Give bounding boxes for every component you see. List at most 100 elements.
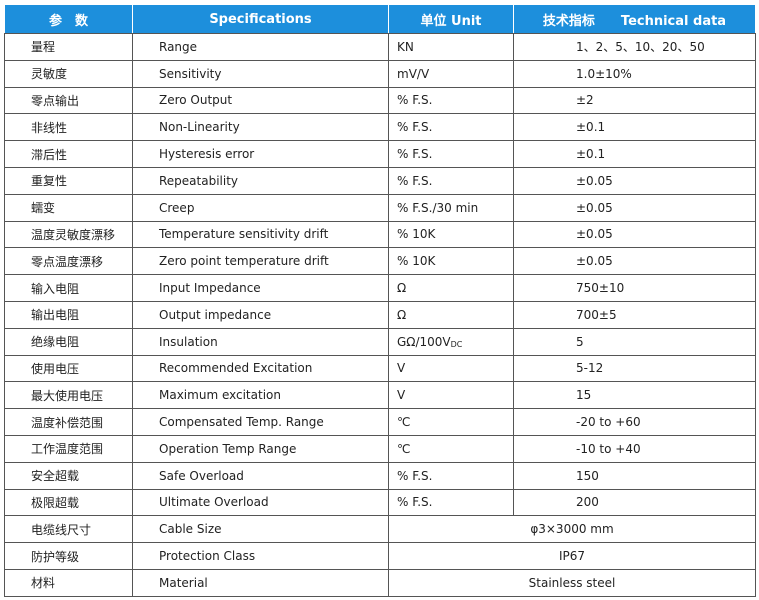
- value-cell: ±2: [513, 86, 756, 115]
- unit-text: KN: [397, 39, 414, 54]
- unit-text: % F.S.: [397, 173, 433, 188]
- spec-cell: Ultimate Overload: [132, 488, 389, 517]
- param-cell: 电缆线尺寸: [4, 515, 133, 544]
- unit-text: % 10K: [397, 227, 436, 242]
- value-cell: ±0.05: [513, 220, 756, 249]
- spec-cell: Range: [132, 33, 389, 61]
- unit-text: Ω: [397, 307, 407, 322]
- header-row: 参 数 Specifications 单位 Unit 技术指标 Technica…: [4, 4, 756, 34]
- spec-cell: Creep: [132, 193, 389, 222]
- param-cell: 极限超载: [4, 488, 133, 517]
- unit-text: % F.S.: [397, 495, 433, 510]
- value-cell: φ3×3000 mm: [388, 515, 756, 544]
- row: 温度补偿范围 Compensated Temp. Range ℃ -20 to +60: [4, 408, 756, 436]
- param-cell: 温度灵敏度漂移: [4, 220, 133, 249]
- unit-text: % F.S./30 min: [397, 200, 479, 215]
- param-cell: 滞后性: [4, 140, 133, 168]
- unit-text: Ω: [397, 281, 407, 296]
- row: 蠕变 Creep % F.S./30 min ±0.05: [4, 193, 756, 222]
- value-cell: ±0.1: [513, 113, 756, 142]
- unit-cell: V: [388, 354, 514, 383]
- unit-cell: V: [388, 381, 514, 410]
- spec-cell: Zero point temperature drift: [132, 247, 389, 276]
- row: 电缆线尺寸 Cable Size φ3×3000 mm: [4, 515, 756, 544]
- unit-text: % F.S.: [397, 468, 433, 483]
- unit-text: % 10K: [397, 254, 436, 269]
- param-cell: 输入电阻: [4, 274, 133, 302]
- param-cell: 安全超载: [4, 461, 133, 490]
- unit-cell: % F.S.: [388, 86, 514, 115]
- unit-text: % F.S.: [397, 147, 433, 162]
- row: 工作温度范围 Operation Temp Range ℃ -10 to +40: [4, 434, 756, 463]
- value-cell: ±0.05: [513, 166, 756, 195]
- unit-text: V: [397, 388, 406, 403]
- row: 零点温度漂移 Zero point temperature drift % 10K ±…: [4, 247, 756, 276]
- param-cell: 灵敏度: [4, 59, 133, 88]
- value-cell: 1、2、5、10、20、50: [513, 33, 756, 61]
- row: 输出电阻 Output impedance Ω 700±5: [4, 300, 756, 329]
- unit-text: mV/V: [397, 66, 430, 81]
- spec-cell: Repeatability: [132, 166, 389, 195]
- unit-cell: % F.S.: [388, 461, 514, 490]
- param-cell: 绝缘电阻: [4, 327, 133, 356]
- value-cell: 5: [513, 327, 756, 356]
- spec-cell: Temperature sensitivity drift: [132, 220, 389, 249]
- row: 绝缘电阻 Insulation GΩ/100VDC 5: [4, 327, 756, 356]
- row: 量程 Range KN 1、2、5、10、20、50: [4, 33, 756, 61]
- value-cell: -10 to +40: [513, 434, 756, 463]
- row: 温度灵敏度漂移 Temperature sensitivity drift % 10…: [4, 220, 756, 249]
- unit-cell: % F.S./30 min: [388, 193, 514, 222]
- value-cell: IP67: [388, 542, 756, 570]
- unit-cell: Ω: [388, 274, 514, 302]
- spec-cell: Safe Overload: [132, 461, 389, 490]
- spec-cell: Cable Size: [132, 515, 389, 544]
- param-cell: 零点温度漂移: [4, 247, 133, 276]
- spec-cell: Hysteresis error: [132, 140, 389, 168]
- value-cell: 200: [513, 488, 756, 517]
- unit-cell: % F.S.: [388, 140, 514, 168]
- value-cell: ±0.05: [513, 247, 756, 276]
- row: 材料 Material Stainless steel: [4, 568, 756, 597]
- unit-cell: % F.S.: [388, 488, 514, 517]
- unit-cell: % F.S.: [388, 113, 514, 142]
- spec-cell: Output impedance: [132, 300, 389, 329]
- param-cell: 防护等级: [4, 542, 133, 570]
- unit-cell: % F.S.: [388, 166, 514, 195]
- row: 输入电阻 Input Impedance Ω 750±10: [4, 274, 756, 302]
- param-cell: 最大使用电压: [4, 381, 133, 410]
- row: 极限超载 Ultimate Overload % F.S. 200: [4, 488, 756, 517]
- spec-cell: Compensated Temp. Range: [132, 408, 389, 436]
- unit-cell: % 10K: [388, 220, 514, 249]
- spec-cell: Sensitivity: [132, 59, 389, 88]
- value-cell: Stainless steel: [388, 568, 756, 597]
- row: 安全超载 Safe Overload % F.S. 150: [4, 461, 756, 490]
- spec-cell: Protection Class: [132, 542, 389, 570]
- param-cell: 材料: [4, 568, 133, 597]
- unit-cell: mV/V: [388, 59, 514, 88]
- row: 非线性 Non-Linearity % F.S. ±0.1: [4, 113, 756, 142]
- unit-text: % F.S.: [397, 93, 433, 108]
- spec-cell: Non-Linearity: [132, 113, 389, 142]
- unit-cell: Ω: [388, 300, 514, 329]
- param-cell: 使用电压: [4, 354, 133, 383]
- value-cell: 750±10: [513, 274, 756, 302]
- header-cell: 参 数: [4, 4, 133, 34]
- param-cell: 输出电阻: [4, 300, 133, 329]
- row: 防护等级 Protection Class IP67: [4, 542, 756, 570]
- header-cell: 单位 Unit: [388, 4, 514, 34]
- value-cell: 5-12: [513, 354, 756, 383]
- unit-text: GΩ/100V: [397, 334, 451, 349]
- spec-cell: Zero Output: [132, 86, 389, 115]
- header-cell: Specifications: [132, 4, 389, 34]
- unit-text: % F.S.: [397, 120, 433, 135]
- value-cell: 150: [513, 461, 756, 490]
- param-cell: 重复性: [4, 166, 133, 195]
- param-cell: 温度补偿范围: [4, 408, 133, 436]
- spec-table: 参 数 Specifications 单位 Unit 技术指标 Technica…: [4, 4, 756, 597]
- unit-subscript: DC: [450, 339, 463, 349]
- row: 重复性 Repeatability % F.S. ±0.05: [4, 166, 756, 195]
- row: 滞后性 Hysteresis error % F.S. ±0.1: [4, 140, 756, 168]
- spec-cell: Material: [132, 568, 389, 597]
- value-cell: 1.0±10%: [513, 59, 756, 88]
- unit-cell: GΩ/100VDC: [388, 327, 514, 356]
